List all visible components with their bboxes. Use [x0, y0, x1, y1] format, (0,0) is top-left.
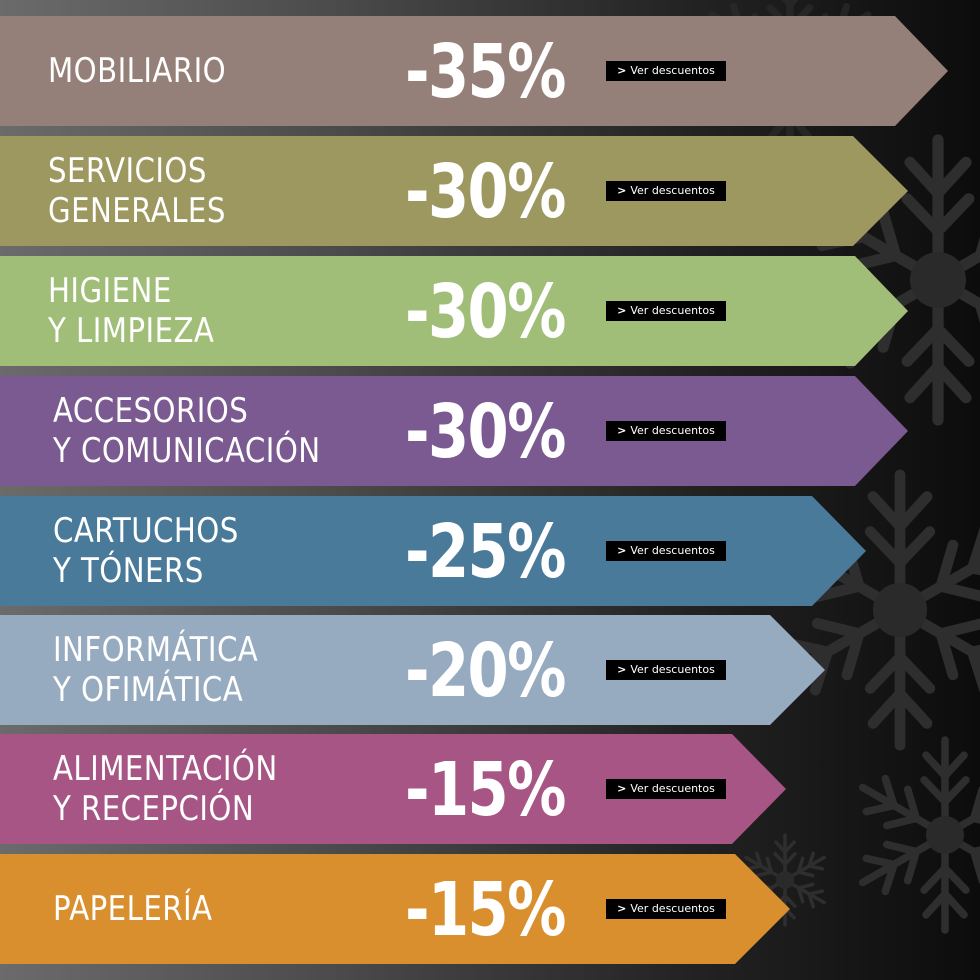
arrow-banner-shape [0, 615, 825, 725]
arrow-banner-shape [0, 496, 866, 606]
chevron-right-icon: > [617, 184, 627, 197]
category-label-line: ALIMENTACIÓN [53, 749, 278, 789]
arrow-banner-shape [0, 256, 908, 366]
arrow-banner-shape [0, 376, 908, 486]
arrow-banner-shape [0, 136, 908, 246]
discount-percent: -15% [405, 867, 566, 953]
discount-banner[interactable]: ALIMENTACIÓN Y RECEPCIÓN -15% > Ver descue… [0, 734, 786, 844]
button-label: Ver descuentos [630, 782, 715, 795]
category-label-line: CARTUCHOS [53, 511, 239, 551]
ver-descuentos-button[interactable]: > Ver descuentos [606, 899, 726, 919]
category-label-line: HIGIENE [48, 271, 172, 311]
chevron-right-icon: > [617, 782, 627, 795]
arrow-banner-shape [0, 734, 786, 844]
discount-banner[interactable]: MOBILIARIO -35% > Ver descuentos [0, 16, 948, 126]
discount-percent: -30% [405, 149, 566, 235]
discount-percent: -15% [405, 747, 566, 833]
button-label: Ver descuentos [630, 663, 715, 676]
category-label: HIGIENE Y LIMPIEZA [48, 271, 214, 351]
category-label-line: PAPELERÍA [53, 889, 213, 929]
arrow-banner-shape [0, 854, 790, 964]
chevron-right-icon: > [617, 64, 627, 77]
discount-percent: -25% [405, 509, 566, 595]
ver-descuentos-button[interactable]: > Ver descuentos [606, 660, 726, 680]
category-label-line: Y LIMPIEZA [48, 311, 215, 351]
ver-descuentos-button[interactable]: > Ver descuentos [606, 61, 726, 81]
category-label: SERVICIOS GENERALES [48, 151, 226, 231]
category-label-line: GENERALES [48, 191, 226, 231]
category-label-line: Y OFIMÁTICA [53, 670, 244, 710]
chevron-right-icon: > [617, 902, 627, 915]
category-label-line: Y COMUNICACIÓN [53, 431, 321, 471]
ver-descuentos-button[interactable]: > Ver descuentos [606, 541, 726, 561]
category-label: ACCESORIOS Y COMUNICACIÓN [53, 391, 321, 471]
category-label: INFORMÁTICA Y OFIMÁTICA [53, 630, 258, 710]
button-label: Ver descuentos [630, 304, 715, 317]
category-label-line: INFORMÁTICA [53, 630, 259, 670]
category-label-line: Y RECEPCIÓN [53, 789, 255, 829]
discount-percent: -20% [405, 628, 566, 714]
ver-descuentos-button[interactable]: > Ver descuentos [606, 779, 726, 799]
chevron-right-icon: > [617, 304, 627, 317]
discount-banner[interactable]: CARTUCHOS Y TÓNERS -25% > Ver descuentos [0, 496, 866, 606]
button-label: Ver descuentos [630, 544, 715, 557]
category-label: PAPELERÍA [53, 889, 212, 929]
discount-banner[interactable]: HIGIENE Y LIMPIEZA -30% > Ver descuentos [0, 256, 908, 366]
category-label-line: MOBILIARIO [48, 51, 227, 91]
category-label: ALIMENTACIÓN Y RECEPCIÓN [53, 749, 278, 829]
button-label: Ver descuentos [630, 902, 715, 915]
button-label: Ver descuentos [630, 184, 715, 197]
category-label-line: SERVICIOS [48, 151, 207, 191]
discount-percent: -35% [405, 29, 566, 115]
discount-banner[interactable]: ACCESORIOS Y COMUNICACIÓN -30% > Ver descu… [0, 376, 908, 486]
button-label: Ver descuentos [630, 424, 715, 437]
ver-descuentos-button[interactable]: > Ver descuentos [606, 301, 726, 321]
category-label-line: Y TÓNERS [53, 551, 204, 591]
discount-banner[interactable]: PAPELERÍA -15% > Ver descuentos [0, 854, 790, 964]
chevron-right-icon: > [617, 663, 627, 676]
arrow-banner-shape [0, 16, 948, 126]
category-label: MOBILIARIO [48, 51, 226, 91]
discount-percent: -30% [405, 389, 566, 475]
category-label-line: ACCESORIOS [53, 391, 249, 431]
category-label: CARTUCHOS Y TÓNERS [53, 511, 239, 591]
discount-banner[interactable]: SERVICIOS GENERALES -30% > Ver descuentos [0, 136, 908, 246]
chevron-right-icon: > [617, 544, 627, 557]
chevron-right-icon: > [617, 424, 627, 437]
ver-descuentos-button[interactable]: > Ver descuentos [606, 421, 726, 441]
discount-banner[interactable]: INFORMÁTICA Y OFIMÁTICA -20% > Ver descuen… [0, 615, 825, 725]
ver-descuentos-button[interactable]: > Ver descuentos [606, 181, 726, 201]
button-label: Ver descuentos [630, 64, 715, 77]
discount-percent: -30% [405, 269, 566, 355]
